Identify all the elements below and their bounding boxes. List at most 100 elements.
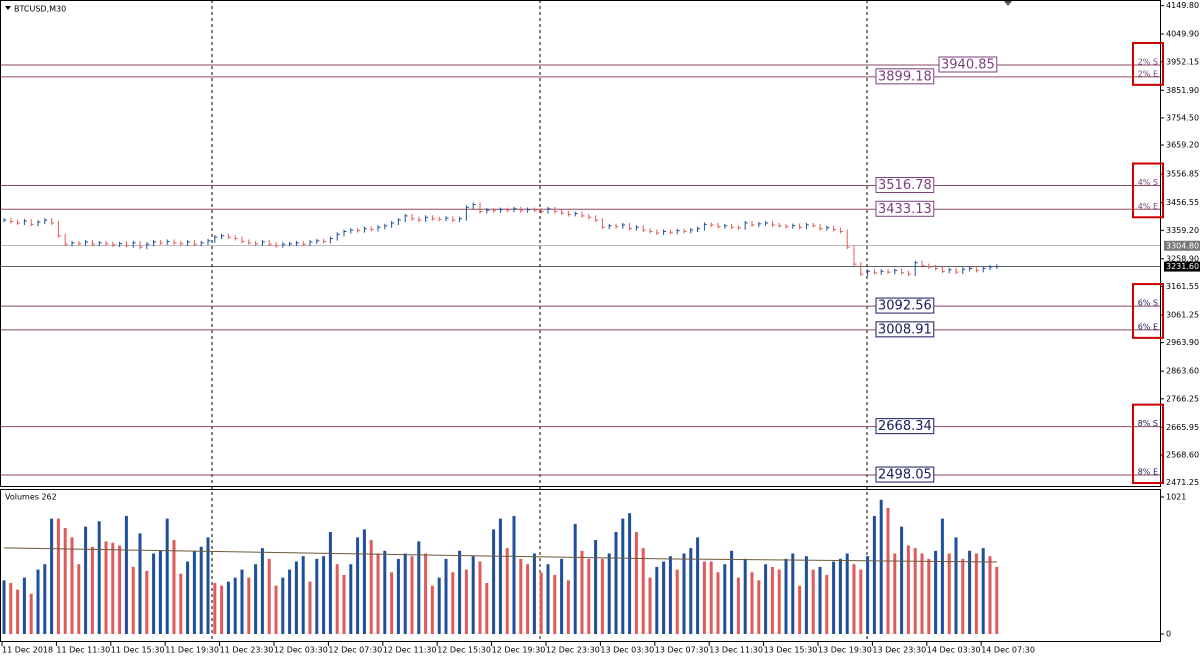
volume-bar [213,583,217,634]
volume-bar [376,553,380,634]
y-tick-label: 4049.90 [1166,29,1199,38]
price-badge [1164,261,1200,272]
x-tick-label: 13 Dec 03:30 [600,646,654,655]
volume-bar [852,564,856,634]
level-group-box [1132,403,1164,485]
volume-ma [3,547,997,563]
volume-bar [798,585,802,634]
volume-bar [369,540,373,634]
volume-bar [743,558,747,634]
level-group-box [1132,41,1164,86]
volume-bar [485,583,489,634]
volume-bar [811,569,815,634]
y-tick-label: 3851.90 [1166,86,1199,95]
v-tick-label: 0 [1166,630,1171,639]
x-tick-label: 12 Dec 11:30 [383,646,437,655]
volume-bar [172,540,176,634]
volume-bar [920,553,924,634]
volume-bar [233,577,237,634]
volume-bar [505,548,509,634]
volume-bar [764,564,768,634]
x-tick-label: 14 Dec 03:30 [927,646,981,655]
volume-bar [662,561,666,634]
volume-bar [56,518,60,634]
level-label: 3092.56 [878,299,932,314]
volume-bar [512,515,516,634]
x-tick-label: 11 Dec 2018 [2,646,53,655]
volume-bar [757,580,761,634]
x-tick-label: 12 Dec 15:30 [437,646,491,655]
volume-bar [730,550,734,634]
volume-bar [464,569,468,634]
level-label: 3008.91 [878,322,932,337]
volume-bar [777,569,781,634]
level-label: 3433.13 [878,202,932,217]
y-tick-label: 3659.20 [1166,141,1199,150]
volume-bar [36,569,40,634]
level-label-box [875,321,935,338]
level-group-box [1132,283,1164,339]
x-tick-label: 11 Dec 19:30 [165,646,219,655]
x-tick-label: 12 Dec 03:30 [274,646,328,655]
price-badge [1164,240,1200,251]
level-tag: 8% E [1138,468,1158,477]
volume-bar [383,550,387,634]
volume-bar [220,585,224,634]
y-tick-label: 2963.90 [1166,338,1199,347]
level-label: 2668.34 [878,419,932,434]
volume-bar [913,548,917,634]
volume-bar [145,570,149,634]
level-tag: 4% S [1138,178,1158,187]
volume-bar [124,515,128,634]
y-tick-label: 3556.85 [1166,170,1199,179]
volume-bar [192,550,196,634]
v-tick-label: 1021 [1166,493,1186,502]
level-tag: 6% E [1138,322,1158,331]
y-tick-label: 2863.60 [1166,367,1199,376]
y-tick-label: 2568.60 [1166,450,1199,459]
volume-bar [818,566,822,634]
x-tick-label: 14 Dec 07:30 [981,646,1035,655]
level-label: 3516.78 [878,178,932,193]
volume-bar [458,550,462,634]
x-tick-label: 12 Dec 07:30 [328,646,382,655]
level-tag: 8% S [1138,419,1158,428]
volume-bar [988,556,992,634]
volume-bar [2,580,6,634]
volume-bar [29,593,33,634]
y-tick-label: 3258.90 [1166,254,1199,263]
menu-arrow[interactable] [5,6,11,10]
x-tick-label: 13 Dec 11:30 [709,646,763,655]
volume-bar [226,581,230,634]
volume-bar [77,564,81,634]
volume-bar [940,518,944,634]
level-label-box [875,297,935,314]
volume-bar [866,556,870,634]
volume-bar [267,558,271,634]
volume-bar [634,532,638,634]
x-tick-label: 12 Dec 23:30 [546,646,600,655]
shift-marker [1004,1,1012,6]
volume-bar [342,574,346,634]
volume-bar [648,577,652,634]
y-tick-label: 3061.25 [1166,310,1199,319]
level-tag: 4% E [1138,202,1158,211]
volume-bar [716,572,720,634]
x-tick-label: 13 Dec 19:30 [818,646,872,655]
volume-bar [247,577,251,634]
level-label-box [875,418,935,435]
level-group-box [1132,162,1164,219]
volume-bar [519,558,523,634]
volume-bar [478,561,482,634]
volume-bar [825,574,829,634]
volume-bar [206,537,210,634]
volume-bar [573,523,577,634]
volume-bar [301,556,305,634]
volume-bar [968,550,972,634]
volume-bar [158,550,162,634]
x-tick-label: 13 Dec 15:30 [764,646,818,655]
volume-bar [138,533,142,634]
volume-bar [437,577,441,634]
